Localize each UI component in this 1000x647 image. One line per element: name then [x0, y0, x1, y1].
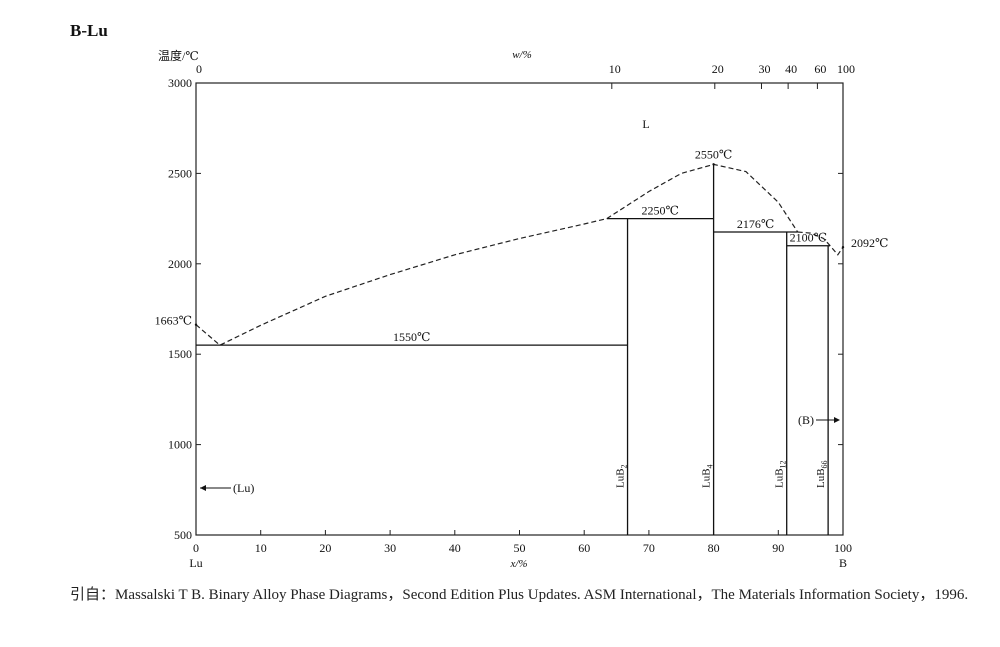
- y-axis-label: 温度/℃: [158, 48, 199, 63]
- compound-label: LuB66: [815, 460, 829, 488]
- point: [841, 245, 845, 249]
- x-tick-label: 90: [772, 541, 784, 555]
- solid-solution-label: (B): [798, 413, 814, 427]
- x2-tick-label: 30: [758, 62, 770, 76]
- x2-tick-label: 10: [609, 62, 621, 76]
- x2-tick-label: 60: [814, 62, 826, 76]
- y-tick-label: 2500: [168, 166, 192, 180]
- point-label: 1663℃: [155, 314, 192, 328]
- x2-tick-label: 100: [837, 62, 855, 76]
- compound-label: LuB2: [615, 464, 629, 488]
- x2-tick-label: 0: [196, 62, 202, 76]
- compound-sub: 12: [779, 460, 788, 468]
- x-tick-label: 100: [834, 541, 852, 555]
- x-tick-label: 80: [708, 541, 720, 555]
- compound-label: LuB4: [701, 464, 715, 488]
- x-tick-label: 60: [578, 541, 590, 555]
- isotherm-label: 2176℃: [737, 217, 774, 231]
- chart: B-Lu 温度/℃ w/% x/% Lu B L (Lu) (B) 500100…: [70, 21, 888, 570]
- compound-sub: 2: [620, 464, 629, 468]
- point: [194, 323, 198, 326]
- solid-solution-label: (Lu): [233, 481, 254, 495]
- y-tick-label: 1000: [168, 438, 192, 452]
- x-axis-label: x/%: [509, 558, 527, 570]
- x-tick-label: 30: [384, 541, 396, 555]
- x-tick-label: 10: [255, 541, 267, 555]
- point-label: 2092℃: [851, 236, 888, 250]
- x2-tick-label: 40: [785, 62, 797, 76]
- compound-sub: 66: [820, 460, 829, 468]
- x-tick-label: 0: [193, 541, 199, 555]
- point-label: 2550℃: [695, 147, 732, 161]
- compound-sub: 4: [706, 464, 715, 468]
- chart-title: B-Lu: [70, 21, 108, 40]
- left-element-label: Lu: [189, 556, 202, 570]
- x-tick-label: 50: [514, 541, 526, 555]
- isotherm-label: 2100℃: [790, 231, 827, 245]
- x2-axis-label: w/%: [512, 49, 532, 61]
- x-tick-label: 20: [319, 541, 331, 555]
- x-tick-label: 70: [643, 541, 655, 555]
- isotherm-label: 1550℃: [393, 330, 430, 344]
- arrowhead: [200, 485, 206, 491]
- citation: 引自：Massalski T B. Binary Alloy Phase Dia…: [70, 587, 969, 603]
- y-tick-label: 3000: [168, 76, 192, 90]
- isotherm-label: 2250℃: [642, 204, 679, 218]
- y-tick-label: 500: [174, 528, 192, 542]
- y-tick-label: 1500: [168, 347, 192, 361]
- y-tick-label: 2000: [168, 257, 192, 271]
- compound-base: LuB: [815, 468, 827, 488]
- right-element-label: B: [839, 556, 847, 570]
- compound-base: LuB: [701, 468, 713, 488]
- point: [712, 163, 715, 166]
- compound-label: LuB12: [774, 460, 788, 488]
- arrowhead: [834, 417, 840, 423]
- liquidus-line: [195, 218, 607, 346]
- compound-base: LuB: [774, 468, 786, 488]
- liquidus-line: [797, 231, 844, 256]
- region-label: L: [642, 117, 649, 131]
- x2-tick-label: 20: [712, 62, 724, 76]
- plot-frame: [195, 82, 844, 536]
- x-tick-label: 40: [449, 541, 461, 555]
- compound-base: LuB: [615, 468, 627, 488]
